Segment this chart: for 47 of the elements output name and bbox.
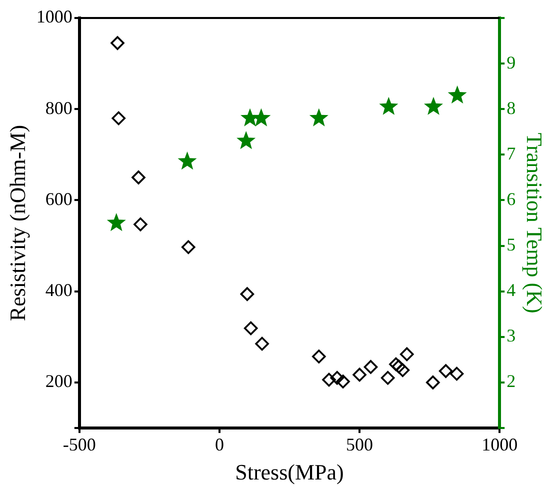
y2-tick-label: 4 [506, 280, 516, 300]
point [379, 96, 398, 115]
point [450, 366, 464, 381]
y2-tick-label: 2 [506, 371, 516, 392]
y-tick-label: 400 [45, 280, 72, 300]
point [106, 213, 126, 232]
x-axis-title: Stress(MPa) [235, 460, 344, 485]
y-tick-label: 800 [45, 98, 72, 118]
point [110, 36, 124, 50]
point [438, 364, 453, 378]
y-tick-label: 600 [45, 188, 72, 209]
point [364, 360, 378, 374]
x-tick-label: 1000 [482, 434, 518, 455]
y2-tick-label: 5 [506, 234, 516, 255]
point [178, 152, 197, 170]
point [236, 131, 256, 150]
point [336, 374, 350, 388]
point [400, 347, 414, 362]
point [240, 287, 254, 301]
point [132, 170, 146, 184]
point [448, 85, 467, 104]
point [244, 321, 258, 336]
point [322, 372, 336, 387]
point [426, 376, 440, 390]
y2-axis-title: Transition Temp (K) [522, 132, 548, 314]
y-tick-label: 200 [45, 371, 72, 392]
point [134, 217, 148, 232]
x-tick-label: 500 [346, 434, 374, 455]
y2-tick-label: 3 [506, 326, 516, 346]
point [424, 96, 443, 115]
point [396, 363, 410, 378]
y2-tick-label: 7 [506, 143, 516, 164]
point [309, 108, 328, 126]
point [330, 370, 344, 385]
y2-tick-label: 8 [506, 98, 516, 118]
point [112, 111, 126, 126]
y2-tick-label: 9 [506, 52, 516, 72]
x-tick-label: 0 [214, 434, 224, 455]
y-tick-label: 1000 [36, 6, 72, 27]
point [352, 368, 366, 382]
point [255, 336, 269, 351]
point [380, 370, 395, 385]
y-axis-title: Resistivity (nOhm-M) [4, 124, 30, 322]
point [181, 240, 196, 254]
y2-tick-label: 6 [506, 188, 516, 209]
point [312, 350, 326, 364]
x-tick-label: -500 [62, 434, 96, 455]
